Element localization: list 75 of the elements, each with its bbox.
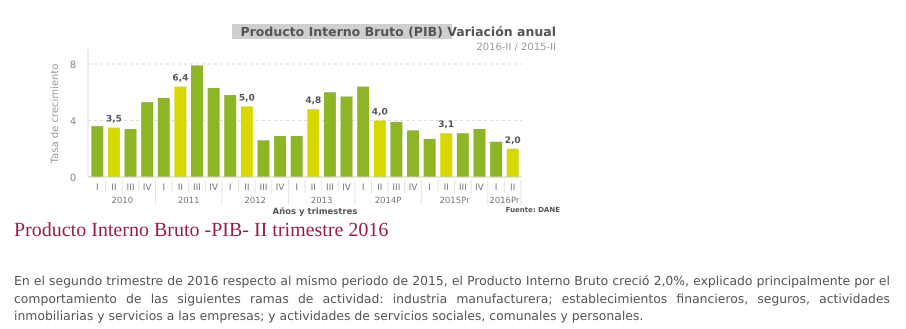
bar — [407, 130, 419, 177]
x-tick-label: IV — [209, 183, 219, 193]
bar — [390, 122, 402, 177]
bar — [324, 92, 336, 177]
chart-title: Producto Interno Bruto (PIB) Variación anual — [240, 24, 556, 39]
chart-subtitle: 2016-II / 2015-II — [476, 42, 556, 53]
bar — [240, 106, 253, 177]
bar — [208, 88, 220, 177]
x-tick-label: II — [244, 183, 250, 193]
x-tick-label: III — [326, 183, 334, 193]
x-tick-label: III — [126, 183, 135, 193]
text: Producto Interno Bruto -PIB- II trimestre 2016 — [14, 219, 388, 242]
bar — [440, 133, 452, 177]
x-tick-label: I — [428, 183, 431, 193]
text: 2012 — [244, 196, 266, 206]
x-tick-label: I — [295, 183, 298, 193]
bar — [174, 86, 186, 177]
x-tick-label: II — [111, 183, 117, 193]
x-tick-label: I — [162, 183, 166, 193]
bar — [456, 133, 469, 177]
x-tick-label: I — [494, 183, 498, 193]
bar — [307, 109, 320, 177]
text: 2013 — [310, 196, 332, 206]
text: 2010 — [111, 196, 134, 206]
text: En el segundo trimestre de 2016 respecto al mismo periodo de 2015, el Producto Interno Bruto creció 2,0%, explicado principalmente por el comportamiento de las siguientes ramas de actividad: industria manufacturera; establecimientos financieros, seguros, actividades inmobiliarias y servicios a las empresas; y actividades de servicios sociales, comunales y personales. — [14, 272, 890, 324]
bar — [108, 128, 120, 177]
bar — [91, 126, 104, 177]
data-label: 5,0 — [238, 93, 255, 104]
bar — [340, 96, 353, 177]
bar — [374, 120, 386, 177]
y-tick-label: 0 — [70, 173, 76, 184]
bar — [490, 142, 502, 177]
x-tick-label: IV — [142, 183, 152, 193]
x-tick-label: III — [458, 183, 467, 193]
x-tick-label: IV — [408, 183, 418, 193]
bar — [473, 128, 486, 177]
x-tick-label: II — [377, 183, 382, 193]
x-axis-title: Años y trimestres — [272, 207, 358, 217]
data-label: 2,0 — [504, 136, 521, 146]
text: 2015Pr — [439, 196, 470, 206]
bar — [124, 128, 137, 177]
bar — [141, 102, 154, 177]
bar — [274, 136, 286, 177]
bar — [424, 138, 436, 177]
x-tick-label: II — [310, 183, 316, 193]
x-tick-label: III — [193, 183, 201, 193]
x-tick-label: II — [444, 183, 449, 193]
x-tick-label: IV — [342, 183, 352, 193]
y-tick-label: 4 — [70, 116, 76, 128]
data-label: 3,1 — [438, 120, 454, 130]
bar — [224, 95, 236, 177]
text: 2016Pr — [489, 196, 520, 206]
x-tick-label: II — [178, 183, 184, 193]
x-tick-label: III — [259, 183, 268, 193]
y-axis-title: Tasa de crecimiento — [50, 64, 61, 164]
data-label: 6,4 — [172, 74, 188, 84]
x-tick-label: IV — [276, 183, 286, 193]
y-tick-label: 8 — [70, 60, 76, 71]
bar — [357, 86, 370, 177]
text: 2014P — [374, 196, 402, 206]
bar — [506, 148, 519, 177]
text: 2011 — [178, 196, 200, 206]
x-tick-label: III — [392, 183, 400, 193]
x-tick-label: I — [228, 183, 232, 193]
x-tick-label: IV — [475, 183, 485, 193]
data-label: 4,0 — [372, 108, 388, 118]
bar — [191, 65, 203, 177]
x-tick-label: I — [96, 183, 99, 193]
x-tick-label: I — [362, 183, 364, 193]
data-label: 4,8 — [305, 96, 322, 106]
data-label: 3,5 — [106, 114, 122, 125]
x-tick-label: II — [510, 183, 516, 193]
bar — [290, 136, 303, 177]
bar — [158, 98, 170, 177]
bar — [257, 140, 270, 177]
